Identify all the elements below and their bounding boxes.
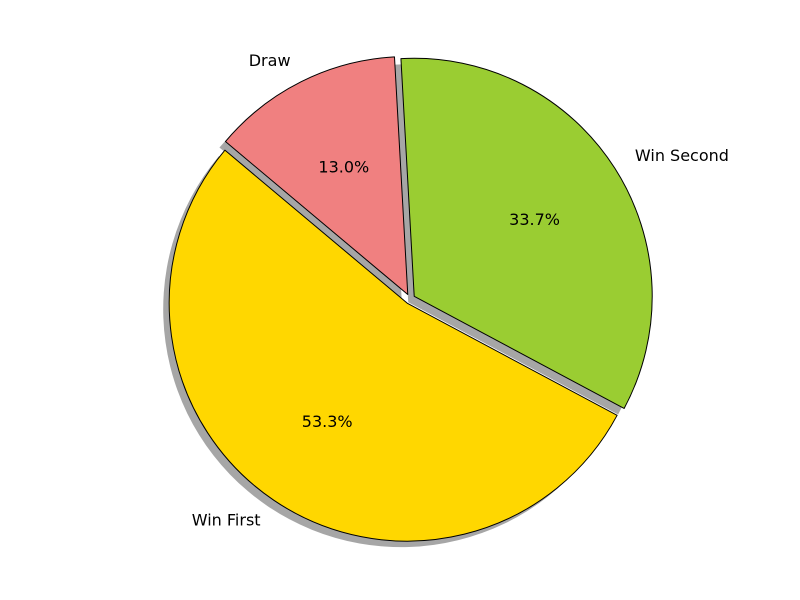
category-label-win-first: Win First	[192, 511, 261, 530]
category-label-win-second: Win Second	[635, 146, 729, 165]
slice-layer	[168, 56, 653, 542]
category-label-draw: Draw	[249, 51, 291, 70]
pie-slice-draw	[224, 56, 409, 296]
label-layer: 53.3% Win First 33.7% Win Second 13.0% Draw	[192, 51, 729, 530]
percent-label-draw: 13.0%	[318, 157, 369, 176]
pie-slice-win-second	[400, 57, 653, 409]
percent-label-win-second: 33.7%	[509, 210, 560, 229]
percent-label-win-first: 53.3%	[302, 412, 353, 431]
pie-slice-win-first	[168, 149, 618, 542]
